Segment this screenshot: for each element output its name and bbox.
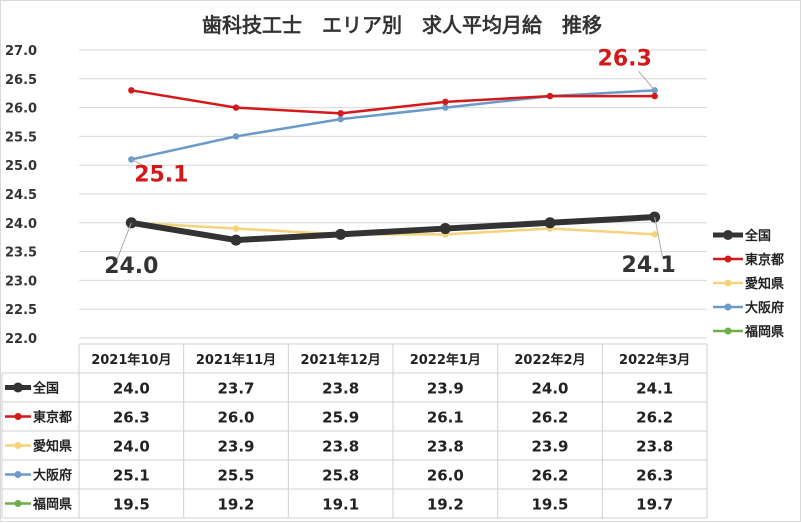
callout-label: 26.3 <box>598 46 652 71</box>
row-legend-marker <box>14 471 22 478</box>
table-cell: 19.2 <box>217 496 254 514</box>
y-tick-label: 23.5 <box>5 246 37 261</box>
table-cell: 19.5 <box>113 496 150 514</box>
data-point <box>651 92 658 100</box>
legend-marker <box>724 279 732 287</box>
table-row-label: 東京都 <box>33 410 72 426</box>
legend-label: 愛知県 <box>745 276 784 292</box>
table-cell: 23.9 <box>217 438 254 456</box>
table-cell: 23.9 <box>531 438 568 456</box>
table-column-header: 2022年3月 <box>619 352 690 368</box>
y-tick-label: 27.0 <box>5 44 37 59</box>
callout-label: 24.1 <box>622 253 676 278</box>
callout-label: 24.0 <box>104 254 158 279</box>
callout-leader <box>116 222 132 259</box>
table-cell: 19.1 <box>322 496 359 514</box>
y-tick-label: 24.5 <box>5 188 37 203</box>
table-cell: 24.0 <box>531 380 568 398</box>
table-cell: 19.2 <box>427 496 464 514</box>
table-cell: 26.0 <box>427 467 464 485</box>
table-cell: 26.2 <box>531 467 568 485</box>
y-tick-label: 22.0 <box>5 332 37 347</box>
data-point <box>232 133 240 140</box>
legend-label: 東京都 <box>745 252 784 268</box>
legend-marker <box>724 303 732 311</box>
y-tick-label: 22.5 <box>5 303 37 318</box>
callout-label: 25.1 <box>134 162 188 187</box>
data-point <box>232 225 240 232</box>
table-column-header: 2021年10月 <box>91 352 171 368</box>
y-tick-label: 25.5 <box>5 130 37 145</box>
table-cell: 25.1 <box>113 467 150 485</box>
table-cell: 24.0 <box>113 380 150 398</box>
legend-label: 全国 <box>744 228 771 244</box>
table-cell: 23.7 <box>217 380 254 398</box>
legend-label: 福岡県 <box>744 324 784 340</box>
table-cell: 23.8 <box>322 380 359 398</box>
table-cell: 24.0 <box>113 438 150 456</box>
y-tick-label: 23.0 <box>5 274 37 289</box>
legend-marker <box>723 230 733 240</box>
row-legend-marker <box>14 413 22 420</box>
data-point <box>337 115 344 123</box>
table-column-header: 2022年1月 <box>410 352 481 368</box>
data-point <box>439 223 451 235</box>
table-cell: 26.2 <box>636 409 673 427</box>
y-tick-label: 26.5 <box>5 73 37 88</box>
table-cell: 26.3 <box>636 467 673 485</box>
series-line <box>131 89 655 161</box>
table-column-header: 2022年2月 <box>514 352 585 368</box>
series-line <box>131 89 655 115</box>
table-cell: 25.9 <box>322 409 359 427</box>
table-cell: 23.9 <box>427 380 464 398</box>
row-legend-marker <box>14 500 22 507</box>
data-point <box>337 110 344 117</box>
row-legend-marker <box>13 382 23 393</box>
legend-label: 大阪府 <box>745 300 784 316</box>
table-cell: 26.2 <box>531 409 568 427</box>
data-point <box>651 231 658 238</box>
legend-marker <box>724 255 732 263</box>
table-cell: 19.7 <box>636 496 673 514</box>
data-point <box>442 98 449 106</box>
table-cell: 24.1 <box>636 380 673 398</box>
y-tick-label: 24.0 <box>5 217 37 232</box>
series-line <box>130 214 655 244</box>
table-cell: 26.1 <box>427 409 464 427</box>
table-cell: 25.5 <box>217 467 254 485</box>
table-cell: 23.8 <box>636 438 673 456</box>
table-row-label: 福岡県 <box>32 497 72 513</box>
table-cell: 25.8 <box>322 467 359 485</box>
table-cell: 23.8 <box>427 438 464 456</box>
callout-leader <box>638 70 656 91</box>
table-row-label: 愛知県 <box>33 439 72 455</box>
data-point <box>335 228 347 240</box>
y-tick-label: 26.0 <box>5 102 37 117</box>
callout-leader <box>654 216 664 259</box>
chart-title: 歯科技工士 エリア別 求人平均月給 推移 <box>202 13 602 37</box>
row-legend-marker <box>14 442 22 449</box>
y-tick-label: 25.0 <box>5 159 37 174</box>
table-cell: 26.3 <box>113 409 150 427</box>
table-column-header: 2021年12月 <box>301 352 381 368</box>
data-point <box>232 104 240 111</box>
data-point <box>230 234 242 246</box>
table-cell: 26.0 <box>217 409 254 427</box>
data-point <box>544 217 556 229</box>
callout-leader <box>131 158 148 168</box>
data-point <box>128 87 135 94</box>
table-row-label: 全国 <box>32 381 59 397</box>
table-cell: 23.8 <box>322 438 359 456</box>
table-cell: 19.5 <box>531 496 568 514</box>
data-point <box>442 104 449 111</box>
table-column-header: 2021年11月 <box>196 352 276 368</box>
data-point <box>546 92 554 100</box>
legend-marker <box>724 327 732 335</box>
table-row-label: 大阪府 <box>33 468 72 484</box>
